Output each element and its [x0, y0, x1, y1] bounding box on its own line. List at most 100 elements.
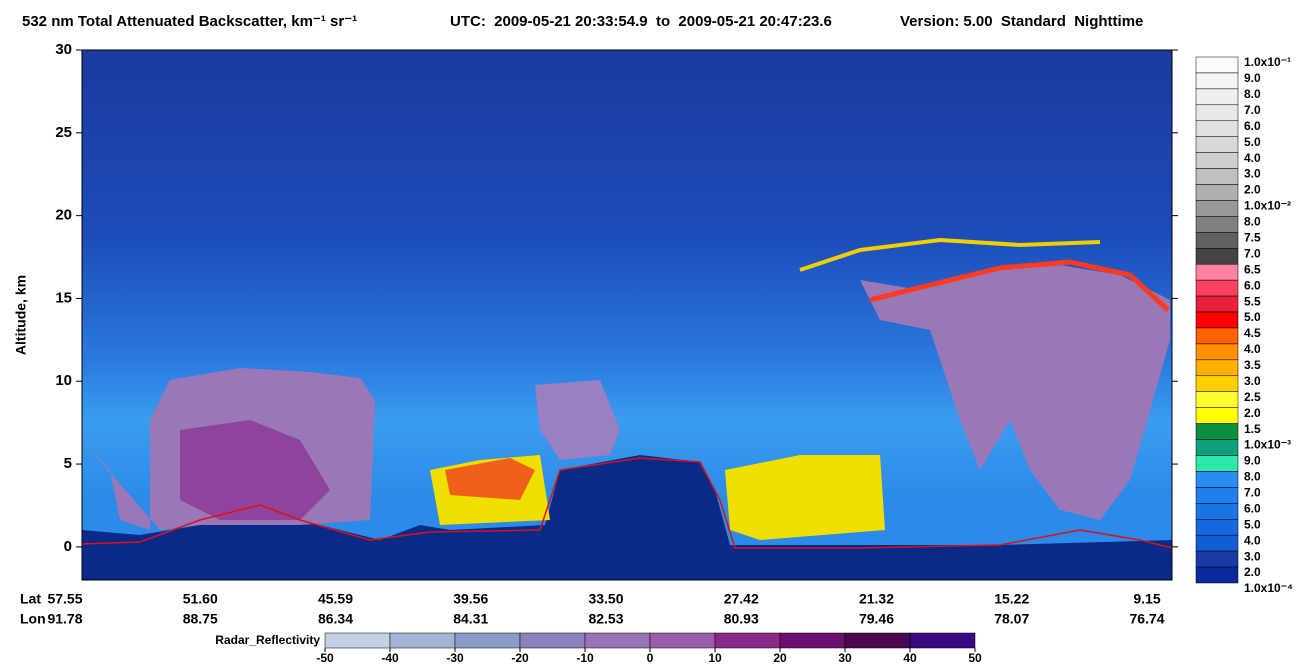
colorbar-swatch — [1195, 487, 1239, 504]
colorbar-label: 1.0x10⁻¹ — [1244, 55, 1291, 69]
colorbar-swatch — [1195, 136, 1239, 153]
colorbar-label: 7.5 — [1244, 231, 1261, 245]
colorbar-label: 8.0 — [1244, 215, 1261, 229]
y-axis-label: Altitude, km — [13, 275, 29, 355]
plot-area — [81, 49, 1173, 581]
colorbar-swatch — [1195, 391, 1239, 408]
radar-tick-label: 0 — [647, 651, 654, 665]
colorbar-swatch — [1195, 455, 1239, 472]
cloud-east-yellow — [725, 455, 885, 540]
lon-label: Lon — [20, 611, 46, 627]
colorbar-swatch — [1195, 232, 1239, 249]
colorbar-label: 1.0x10⁻³ — [1244, 438, 1291, 452]
radar-swatch — [584, 632, 651, 649]
lat-value: 45.59 — [318, 591, 353, 607]
lat-value: 57.55 — [47, 591, 82, 607]
colorbar-label: 4.0 — [1244, 342, 1261, 356]
colorbar-swatch — [1195, 407, 1239, 424]
colorbar-swatch — [1195, 56, 1239, 74]
radar-colorbar-label: Radar_Reflectivity — [215, 633, 320, 647]
y-tick-label: 10 — [55, 372, 72, 389]
cirrus-top — [799, 237, 1101, 272]
lon-value: 78.07 — [994, 611, 1029, 627]
lon-value: 88.75 — [183, 611, 218, 627]
radar-swatch — [454, 632, 521, 649]
lon-value: 79.46 — [859, 611, 894, 627]
colorbar-label: 1.0x10⁻² — [1244, 199, 1291, 213]
cloud-mid-red — [445, 458, 535, 500]
radar-tick-label: -10 — [576, 651, 594, 665]
colorbar-swatch — [1195, 375, 1239, 392]
colorbar-label: 4.0 — [1244, 151, 1261, 165]
lon-value: 84.31 — [453, 611, 488, 627]
colorbar-label: 9.0 — [1244, 454, 1261, 468]
colorbar-label: 6.0 — [1244, 119, 1261, 133]
lon-value: 76.74 — [1129, 611, 1164, 627]
cloud-mid-purple — [535, 380, 620, 460]
radar-tick-label: 10 — [708, 651, 722, 665]
anvil-top — [869, 259, 1170, 312]
radar-tick-label: -50 — [316, 651, 334, 665]
colorbar-swatch — [1195, 423, 1239, 440]
radar-tick-label: -20 — [511, 651, 529, 665]
colorbar-label: 2.0 — [1244, 183, 1261, 197]
lat-value: 27.42 — [724, 591, 759, 607]
colorbar-label: 7.0 — [1244, 246, 1261, 260]
radar-swatch — [779, 632, 846, 649]
chart-title: 532 nm Total Attenuated Backscatter, km⁻… — [22, 13, 357, 30]
colorbar-swatch — [1195, 184, 1239, 201]
colorbar-label: 3.5 — [1244, 358, 1261, 372]
colorbar-swatch — [1195, 168, 1239, 185]
radar-swatch — [714, 632, 781, 649]
colorbar-label: 1.5 — [1244, 422, 1261, 436]
colorbar-label: 8.0 — [1244, 87, 1261, 101]
colorbar-label: 9.0 — [1244, 71, 1261, 85]
lon-value: 86.34 — [318, 611, 353, 627]
colorbar-swatch — [1195, 359, 1239, 377]
y-tick-label: 30 — [55, 41, 72, 58]
radar-tick-label: 40 — [903, 651, 917, 665]
version: Version: 5.00 Standard Nighttime — [900, 13, 1143, 30]
colorbar-swatch — [1195, 248, 1239, 265]
colorbar-label: 8.0 — [1244, 470, 1261, 484]
colorbar-label: 7.0 — [1244, 103, 1261, 117]
radar-tick-label: -40 — [381, 651, 399, 665]
colorbar-swatch — [1195, 295, 1239, 313]
colorbar-swatch — [1195, 550, 1239, 568]
time-range: UTC: 2009-05-21 20:33:54.9 to 2009-05-21… — [450, 13, 832, 30]
lat-value: 39.56 — [453, 591, 488, 607]
lon-value: 91.78 — [47, 611, 82, 627]
colorbar-label: 3.0 — [1244, 374, 1261, 388]
radar-swatch — [844, 632, 911, 649]
radar-tick-label: 30 — [838, 651, 852, 665]
colorbar-swatch — [1195, 72, 1239, 90]
radar-swatch — [649, 632, 716, 649]
colorbar-swatch — [1195, 534, 1239, 552]
colorbar-label: 4.0 — [1244, 533, 1261, 547]
colorbar-swatch — [1195, 503, 1239, 520]
colorbar-label: 5.0 — [1244, 135, 1261, 149]
colorbar-swatch — [1195, 327, 1239, 345]
radar-tick-label: -30 — [446, 651, 464, 665]
radar-swatch — [324, 632, 391, 649]
colorbar-swatch — [1195, 566, 1239, 584]
plot-frame — [81, 49, 1173, 581]
colorbar-swatch — [1195, 263, 1239, 281]
radar-colorbar: Radar_Reflectivity -50 -40 -30 -20 -10 0 10 20 30… — [215, 632, 982, 665]
lon-value: 80.93 — [724, 611, 759, 627]
y-tick-label: 5 — [64, 455, 72, 472]
lat-value: 21.32 — [859, 591, 894, 607]
colorbar-swatch — [1195, 471, 1239, 488]
surface-line — [81, 457, 1173, 549]
lat-value: 9.15 — [1133, 591, 1160, 607]
colorbar-swatch — [1195, 200, 1239, 217]
lat-value: 51.60 — [183, 591, 218, 607]
y-tick-label: 25 — [55, 124, 72, 141]
colorbar-label: 5.0 — [1244, 517, 1261, 531]
colorbar-swatch — [1195, 311, 1239, 329]
anvil-east — [860, 265, 1170, 520]
colorbar-swatch — [1195, 104, 1239, 122]
colorbar-swatch — [1195, 88, 1239, 106]
radar-tick-label: 20 — [773, 651, 787, 665]
